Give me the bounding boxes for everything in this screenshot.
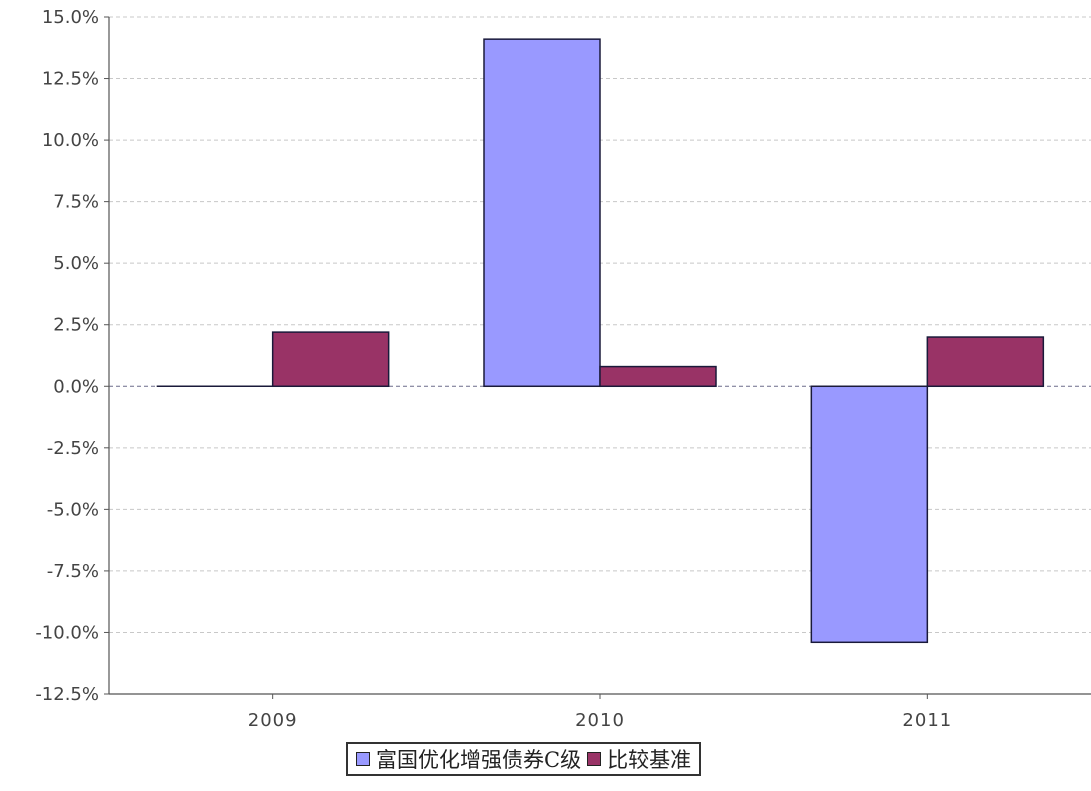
y-tick-label: -12.5%: [35, 684, 99, 705]
bar-2011-series-0: [810, 385, 929, 644]
y-tick-label: 10.0%: [42, 130, 99, 151]
legend-item-fund: 富国优化增强债券C级: [356, 744, 581, 774]
bar-2010-series-1: [599, 365, 717, 388]
legend: 富国优化增强债券C级 比较基准: [346, 742, 702, 776]
y-tick-label: -2.5%: [47, 438, 99, 459]
y-tick-labels: 15.0% 12.5% 10.0% 7.5% 5.0% 2.5% 0.0% -2.5% -5.0…: [35, 7, 99, 705]
y-tick-label: 5.0%: [53, 253, 99, 274]
y-tick-label: 15.0%: [42, 7, 99, 28]
axes: [104, 16, 1091, 699]
y-tick-label: -7.5%: [47, 561, 99, 582]
x-tick-label: 2009: [248, 710, 298, 731]
x-tick-label: 2011: [902, 710, 952, 731]
x-tick-label: 2010: [575, 710, 625, 731]
y-tick-label: -5.0%: [47, 499, 99, 520]
y-tick-label: -10.0%: [35, 622, 99, 643]
legend-item-benchmark: 比较基准: [587, 744, 691, 774]
x-tick-labels: 2009 2010 2011: [248, 710, 952, 731]
bar-2010-series-0: [483, 38, 601, 388]
y-tick-label: 12.5%: [42, 69, 99, 90]
y-tick-label: 2.5%: [53, 315, 99, 336]
legend-label-benchmark: 比较基准: [607, 748, 692, 772]
y-tick-label: 7.5%: [53, 192, 99, 213]
y-tick-label: 0.0%: [53, 376, 99, 397]
legend-swatch-benchmark: [587, 752, 602, 766]
bars: [156, 38, 1045, 644]
legend-swatch-fund: [356, 752, 370, 766]
bar-2009-series-1: [271, 331, 390, 388]
legend-label-fund: 富国优化增强债券C级: [376, 748, 582, 772]
bar-2011-series-1: [926, 336, 1045, 388]
